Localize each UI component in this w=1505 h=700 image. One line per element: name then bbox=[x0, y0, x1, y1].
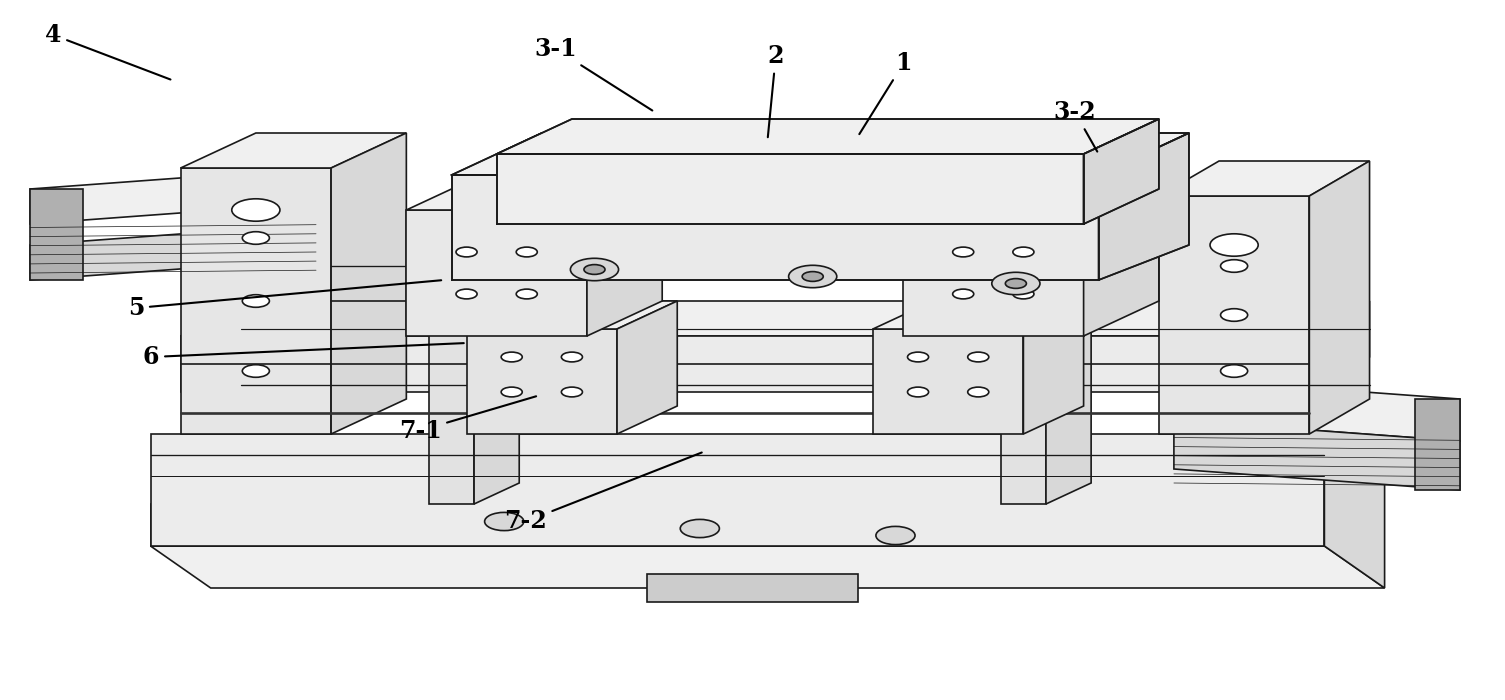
Circle shape bbox=[789, 265, 837, 288]
Polygon shape bbox=[497, 119, 1159, 154]
Circle shape bbox=[831, 153, 870, 172]
Polygon shape bbox=[181, 133, 406, 168]
Polygon shape bbox=[617, 301, 677, 434]
Polygon shape bbox=[406, 175, 662, 210]
Circle shape bbox=[908, 387, 929, 397]
Circle shape bbox=[805, 141, 895, 183]
Polygon shape bbox=[1324, 434, 1385, 588]
Polygon shape bbox=[429, 301, 519, 322]
Circle shape bbox=[232, 199, 280, 221]
Polygon shape bbox=[1309, 161, 1370, 434]
Polygon shape bbox=[467, 329, 617, 434]
Text: 3-2: 3-2 bbox=[1054, 100, 1097, 152]
Polygon shape bbox=[1084, 175, 1159, 336]
Polygon shape bbox=[150, 546, 1385, 588]
Polygon shape bbox=[1099, 133, 1189, 280]
Circle shape bbox=[242, 295, 269, 307]
Text: 5: 5 bbox=[128, 280, 441, 320]
Polygon shape bbox=[873, 329, 1023, 434]
Circle shape bbox=[876, 526, 915, 545]
Circle shape bbox=[516, 247, 537, 257]
Polygon shape bbox=[150, 504, 1324, 546]
Polygon shape bbox=[1001, 322, 1046, 504]
Circle shape bbox=[242, 365, 269, 377]
Circle shape bbox=[570, 258, 619, 281]
Text: 4: 4 bbox=[45, 23, 170, 80]
Circle shape bbox=[968, 387, 989, 397]
Polygon shape bbox=[452, 133, 1189, 175]
Polygon shape bbox=[647, 574, 858, 602]
Circle shape bbox=[456, 247, 477, 257]
Polygon shape bbox=[873, 301, 1084, 329]
Circle shape bbox=[1221, 260, 1248, 272]
Polygon shape bbox=[1084, 119, 1159, 224]
Text: 7-2: 7-2 bbox=[504, 452, 701, 533]
Polygon shape bbox=[467, 301, 677, 329]
Text: 3-1: 3-1 bbox=[534, 37, 652, 111]
Circle shape bbox=[908, 352, 929, 362]
Circle shape bbox=[485, 512, 524, 531]
Text: 6: 6 bbox=[143, 343, 464, 369]
Text: 2: 2 bbox=[768, 44, 784, 137]
Polygon shape bbox=[181, 168, 331, 434]
Circle shape bbox=[1210, 234, 1258, 256]
Circle shape bbox=[992, 272, 1040, 295]
Circle shape bbox=[242, 232, 269, 244]
Polygon shape bbox=[150, 434, 1324, 546]
Polygon shape bbox=[497, 154, 1084, 224]
Circle shape bbox=[584, 265, 605, 274]
Polygon shape bbox=[181, 336, 1309, 392]
Polygon shape bbox=[1046, 301, 1091, 504]
Polygon shape bbox=[429, 322, 474, 504]
Polygon shape bbox=[1174, 420, 1460, 490]
Circle shape bbox=[561, 387, 582, 397]
Polygon shape bbox=[1415, 399, 1460, 490]
Circle shape bbox=[501, 352, 522, 362]
Polygon shape bbox=[30, 224, 316, 280]
Polygon shape bbox=[1159, 161, 1370, 196]
Polygon shape bbox=[474, 301, 519, 504]
Circle shape bbox=[953, 289, 974, 299]
Polygon shape bbox=[1309, 301, 1370, 392]
Polygon shape bbox=[406, 210, 587, 336]
Polygon shape bbox=[452, 175, 1099, 280]
Circle shape bbox=[953, 247, 974, 257]
Circle shape bbox=[1005, 279, 1026, 288]
Circle shape bbox=[968, 352, 989, 362]
Polygon shape bbox=[1001, 301, 1091, 322]
Circle shape bbox=[680, 519, 719, 538]
Polygon shape bbox=[903, 210, 1084, 336]
Text: 7-1: 7-1 bbox=[399, 396, 536, 442]
Circle shape bbox=[1013, 247, 1034, 257]
Polygon shape bbox=[30, 168, 316, 224]
Circle shape bbox=[802, 272, 823, 281]
Circle shape bbox=[456, 289, 477, 299]
Polygon shape bbox=[30, 189, 83, 280]
Polygon shape bbox=[1159, 196, 1309, 434]
Circle shape bbox=[1013, 289, 1034, 299]
Polygon shape bbox=[331, 133, 406, 434]
Text: 1: 1 bbox=[859, 51, 912, 134]
Polygon shape bbox=[903, 175, 1159, 210]
Circle shape bbox=[778, 129, 923, 196]
Polygon shape bbox=[1023, 301, 1084, 434]
Polygon shape bbox=[181, 301, 1370, 336]
Polygon shape bbox=[1174, 378, 1460, 441]
Circle shape bbox=[561, 352, 582, 362]
Polygon shape bbox=[587, 175, 662, 336]
Circle shape bbox=[516, 289, 537, 299]
Circle shape bbox=[1221, 309, 1248, 321]
Circle shape bbox=[501, 387, 522, 397]
Circle shape bbox=[1221, 365, 1248, 377]
